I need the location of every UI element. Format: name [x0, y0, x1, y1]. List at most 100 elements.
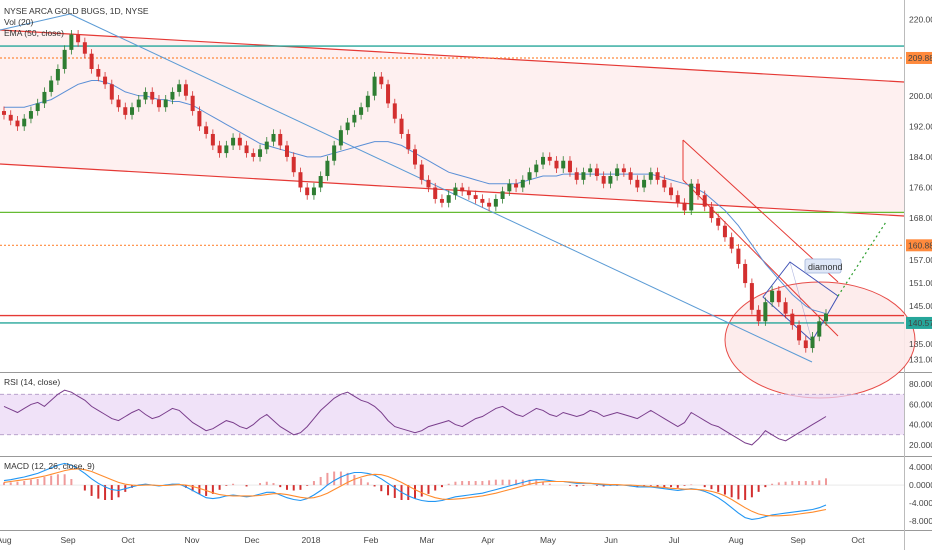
- candle[interactable]: [217, 140, 222, 158]
- candle[interactable]: [264, 137, 269, 154]
- candle[interactable]: [170, 87, 175, 105]
- candle[interactable]: [635, 175, 640, 193]
- candle[interactable]: [365, 91, 370, 112]
- candle[interactable]: [372, 72, 377, 101]
- candle[interactable]: [116, 94, 121, 112]
- candle[interactable]: [183, 79, 188, 101]
- macd-pane[interactable]: [0, 462, 904, 520]
- signal-line[interactable]: [3, 468, 827, 517]
- candle[interactable]: [386, 79, 391, 108]
- candle[interactable]: [224, 140, 229, 158]
- candle[interactable]: [399, 114, 404, 139]
- diamond-label-box[interactable]: [804, 258, 842, 274]
- candle[interactable]: [298, 167, 303, 193]
- candle[interactable]: [547, 152, 552, 166]
- candle[interactable]: [716, 213, 721, 231]
- price-pane[interactable]: diamond: [0, 13, 916, 399]
- candle[interactable]: [608, 171, 613, 189]
- candle[interactable]: [541, 152, 546, 170]
- down-channel-upper[interactable]: [682, 139, 839, 283]
- candle[interactable]: [150, 87, 155, 105]
- candle[interactable]: [231, 133, 236, 151]
- candle[interactable]: [271, 129, 276, 147]
- candle[interactable]: [244, 140, 249, 158]
- candle[interactable]: [433, 182, 438, 204]
- candle[interactable]: [412, 144, 418, 170]
- rsi-pane[interactable]: [0, 389, 904, 446]
- candle[interactable]: [763, 297, 768, 326]
- trendline[interactable]: [69, 13, 813, 363]
- candle[interactable]: [22, 114, 27, 131]
- candle[interactable]: [460, 182, 465, 196]
- candle[interactable]: [675, 190, 680, 208]
- candle[interactable]: [332, 140, 337, 166]
- candle[interactable]: [756, 305, 761, 326]
- candle[interactable]: [466, 186, 471, 200]
- candle[interactable]: [197, 106, 202, 131]
- candle[interactable]: [28, 106, 33, 124]
- candle[interactable]: [190, 91, 195, 116]
- candle[interactable]: [42, 87, 47, 108]
- candle[interactable]: [15, 116, 20, 131]
- candle[interactable]: [204, 121, 209, 139]
- candle[interactable]: [62, 45, 67, 74]
- candle[interactable]: [729, 232, 734, 254]
- candle[interactable]: [500, 186, 505, 204]
- candle[interactable]: [419, 159, 424, 185]
- candle[interactable]: [588, 163, 593, 177]
- candle[interactable]: [210, 129, 215, 151]
- candle[interactable]: [561, 156, 566, 173]
- candle[interactable]: [359, 102, 364, 120]
- candle[interactable]: [379, 72, 384, 89]
- candle[interactable]: [123, 102, 128, 120]
- candle[interactable]: [783, 297, 788, 319]
- candle[interactable]: [722, 221, 727, 242]
- candle[interactable]: [803, 335, 808, 353]
- candle[interactable]: [581, 167, 586, 185]
- candle[interactable]: [338, 125, 343, 151]
- price-badge[interactable]: [906, 51, 932, 64]
- candle[interactable]: [770, 286, 775, 307]
- candle[interactable]: [325, 156, 330, 181]
- candle[interactable]: [662, 175, 667, 193]
- candle[interactable]: [251, 148, 256, 162]
- candle[interactable]: [695, 179, 700, 200]
- candle[interactable]: [655, 167, 660, 185]
- candle[interactable]: [507, 179, 512, 196]
- candle[interactable]: [305, 182, 310, 200]
- candle[interactable]: [318, 171, 323, 193]
- candle[interactable]: [163, 94, 168, 112]
- candle[interactable]: [143, 87, 148, 105]
- candle[interactable]: [426, 175, 431, 193]
- candle[interactable]: [810, 332, 815, 353]
- candle[interactable]: [520, 175, 525, 193]
- candle[interactable]: [446, 190, 451, 208]
- candle[interactable]: [682, 198, 687, 216]
- candle[interactable]: [473, 190, 478, 204]
- candle[interactable]: [736, 244, 741, 269]
- candle[interactable]: [776, 286, 781, 307]
- candle[interactable]: [258, 144, 263, 162]
- candle[interactable]: [76, 29, 81, 47]
- candle[interactable]: [136, 94, 141, 112]
- candle[interactable]: [109, 79, 114, 105]
- channel-lower-line[interactable]: [0, 163, 905, 217]
- trendline[interactable]: [0, 13, 71, 31]
- candle[interactable]: [130, 102, 135, 120]
- candle[interactable]: [648, 167, 653, 185]
- candle[interactable]: [628, 167, 633, 185]
- candle[interactable]: [439, 194, 444, 208]
- candle[interactable]: [709, 202, 714, 223]
- candle[interactable]: [392, 98, 397, 124]
- candle[interactable]: [345, 117, 350, 135]
- candle[interactable]: [237, 133, 242, 151]
- candle[interactable]: [797, 320, 802, 346]
- candle[interactable]: [527, 167, 532, 185]
- candle[interactable]: [352, 110, 357, 128]
- candle[interactable]: [453, 182, 458, 200]
- candle[interactable]: [790, 309, 795, 330]
- candle[interactable]: [96, 64, 101, 82]
- candle[interactable]: [1, 106, 7, 120]
- candle[interactable]: [177, 79, 182, 97]
